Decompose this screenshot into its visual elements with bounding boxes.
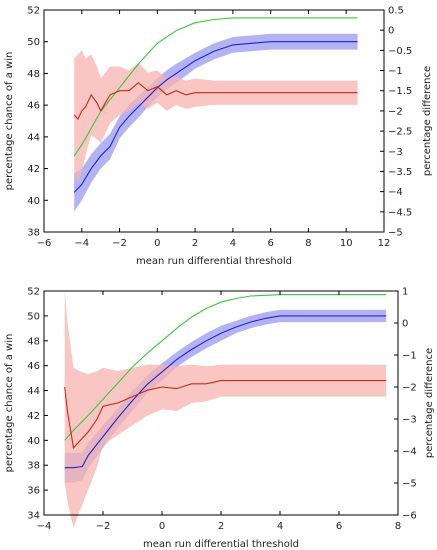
series-3-band xyxy=(64,291,387,528)
y2-tick-label: −5 xyxy=(402,479,417,490)
y-axis-label: percentage chance of a win xyxy=(4,52,15,191)
x-tick-label: −2 xyxy=(112,238,127,249)
y-tick-label: 42 xyxy=(27,411,40,422)
y2-tick-label: −1 xyxy=(402,351,417,362)
y2-tick-label: −1.5 xyxy=(388,86,412,97)
series-2-line xyxy=(64,315,387,469)
series-2-line xyxy=(73,41,358,193)
y2-tick-label: −3 xyxy=(388,147,403,158)
y-tick-label: 40 xyxy=(27,196,40,207)
x-tick-label: 8 xyxy=(305,238,311,249)
y-tick-label: 50 xyxy=(27,311,40,322)
x-tick-label: 4 xyxy=(277,521,283,532)
chart-2: −4 −2 0 2 4 6 834363840424446485052−6−5−4−3−2−… xyxy=(4,287,435,550)
y2-tick-label: −2 xyxy=(402,383,417,394)
series-1-line xyxy=(73,17,358,157)
x-tick-label: −6 xyxy=(37,238,52,249)
y2-tick-label: −0.5 xyxy=(388,46,412,57)
y2-tick-label: 0.5 xyxy=(388,6,404,17)
y-tick-label: 48 xyxy=(27,69,40,80)
y2-axis-label: percentage difference xyxy=(424,348,435,458)
y-tick-label: 42 xyxy=(27,164,40,175)
series-3-line xyxy=(64,380,387,449)
plot-frame xyxy=(43,9,385,233)
y-tick-label: 44 xyxy=(27,132,40,143)
y-axis-label: percentage chance of a win xyxy=(4,334,15,473)
x-axis-label: mean run differential threshold xyxy=(136,256,292,267)
x-tick-label: 8 xyxy=(395,521,401,532)
y2-tick-label: −5 xyxy=(388,228,403,239)
y-tick-label: 40 xyxy=(27,436,40,447)
y2-tick-label: −4 xyxy=(402,447,417,458)
x-tick-label: 2 xyxy=(218,521,224,532)
y2-tick-label: −2.5 xyxy=(388,127,412,138)
series-1-line xyxy=(64,294,387,441)
y-tick-label: 38 xyxy=(27,461,40,472)
y2-tick-label: 1 xyxy=(402,287,408,298)
y2-tick-label: −3 xyxy=(402,415,417,426)
x-tick-label: 10 xyxy=(340,238,353,249)
y2-tick-label: −3.5 xyxy=(388,167,412,178)
y2-tick-label: −1 xyxy=(388,66,403,77)
y-tick-label: 36 xyxy=(27,486,40,497)
series-2-band xyxy=(74,33,358,212)
y-tick-label: 46 xyxy=(27,101,40,112)
y-tick-label: 34 xyxy=(27,511,40,522)
y-tick-label: 46 xyxy=(27,361,40,372)
y-tick-label: 48 xyxy=(27,336,40,347)
y2-tick-label: −6 xyxy=(402,511,417,522)
series-3-band xyxy=(74,50,358,184)
y-tick-label: 52 xyxy=(27,287,40,298)
y2-tick-label: 0 xyxy=(388,26,394,37)
y2-axis-label: percentage difference xyxy=(422,66,433,176)
y-tick-label: 38 xyxy=(27,228,40,239)
y-tick-label: 44 xyxy=(27,386,40,397)
x-tick-label: 6 xyxy=(267,238,273,249)
y-tick-label: 52 xyxy=(27,6,40,17)
x-tick-label: 12 xyxy=(378,238,391,249)
x-tick-label: 0 xyxy=(154,238,160,249)
x-axis-label: mean run differential threshold xyxy=(143,539,299,550)
y2-tick-label: −4.5 xyxy=(388,207,412,218)
x-tick-label: −4 xyxy=(74,238,89,249)
y2-tick-label: −4 xyxy=(388,187,403,198)
x-tick-label: −2 xyxy=(96,521,111,532)
y2-tick-label: −2 xyxy=(388,106,403,117)
x-tick-label: 0 xyxy=(159,521,165,532)
x-tick-label: 4 xyxy=(230,238,236,249)
x-tick-label: 2 xyxy=(192,238,198,249)
chart-1: −6 −4 −2 0 2 4 6 8 10 123840424446485052−5−4.5−4−… xyxy=(4,6,433,268)
x-tick-label: 6 xyxy=(336,521,342,532)
x-tick-label: −4 xyxy=(37,521,52,532)
series-3-line xyxy=(73,81,358,120)
y-tick-label: 50 xyxy=(27,37,40,48)
y2-tick-label: 0 xyxy=(402,319,408,330)
